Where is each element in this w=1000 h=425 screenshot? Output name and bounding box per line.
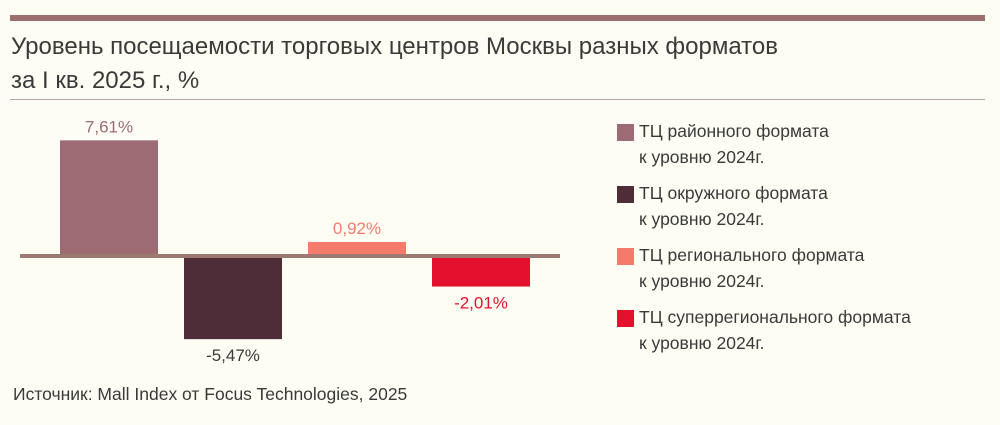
title-divider [10, 99, 985, 100]
chart-title: Уровень посещаемости торговых центров Мо… [11, 30, 951, 98]
legend-swatch-superregional [617, 310, 634, 327]
legend-swatch-area [617, 186, 634, 203]
legend-swatch-district [617, 124, 634, 141]
data-label-area: -5,47% [206, 346, 260, 365]
top-accent-bar [10, 15, 985, 21]
bar-area [184, 256, 282, 340]
legend-sublabel-superregional: к уровню 2024г. [639, 333, 765, 353]
source-note: Источник: Mall Index от Focus Technologi… [13, 384, 408, 404]
bar-superregional [432, 256, 530, 287]
legend-swatch-regional [617, 248, 634, 265]
legend-label-superregional: ТЦ суперрегионального формата [639, 307, 911, 327]
title-line-1: Уровень посещаемости торговых центров Мо… [11, 33, 778, 60]
legend-sublabel-area: к уровню 2024г. [639, 209, 765, 229]
bar-regional [308, 242, 406, 256]
legend-label-district: ТЦ районного формата [639, 121, 829, 141]
zero-baseline [20, 254, 560, 258]
bar-district [60, 140, 158, 256]
legend-label-regional: ТЦ регионального формата [639, 245, 865, 265]
legend-sublabel-regional: к уровню 2024г. [639, 271, 765, 291]
legend-sublabel-district: к уровню 2024г. [639, 147, 765, 167]
title-line-2: за I кв. 2025 г., % [11, 67, 200, 94]
bar-chart: 7,61% -5,47% 0,92% -2,01% [20, 117, 560, 365]
data-label-regional: 0,92% [333, 219, 381, 238]
data-label-superregional: -2,01% [454, 294, 508, 313]
data-label-district: 7,61% [85, 117, 133, 136]
legend-label-area: ТЦ окружного формата [639, 183, 828, 203]
